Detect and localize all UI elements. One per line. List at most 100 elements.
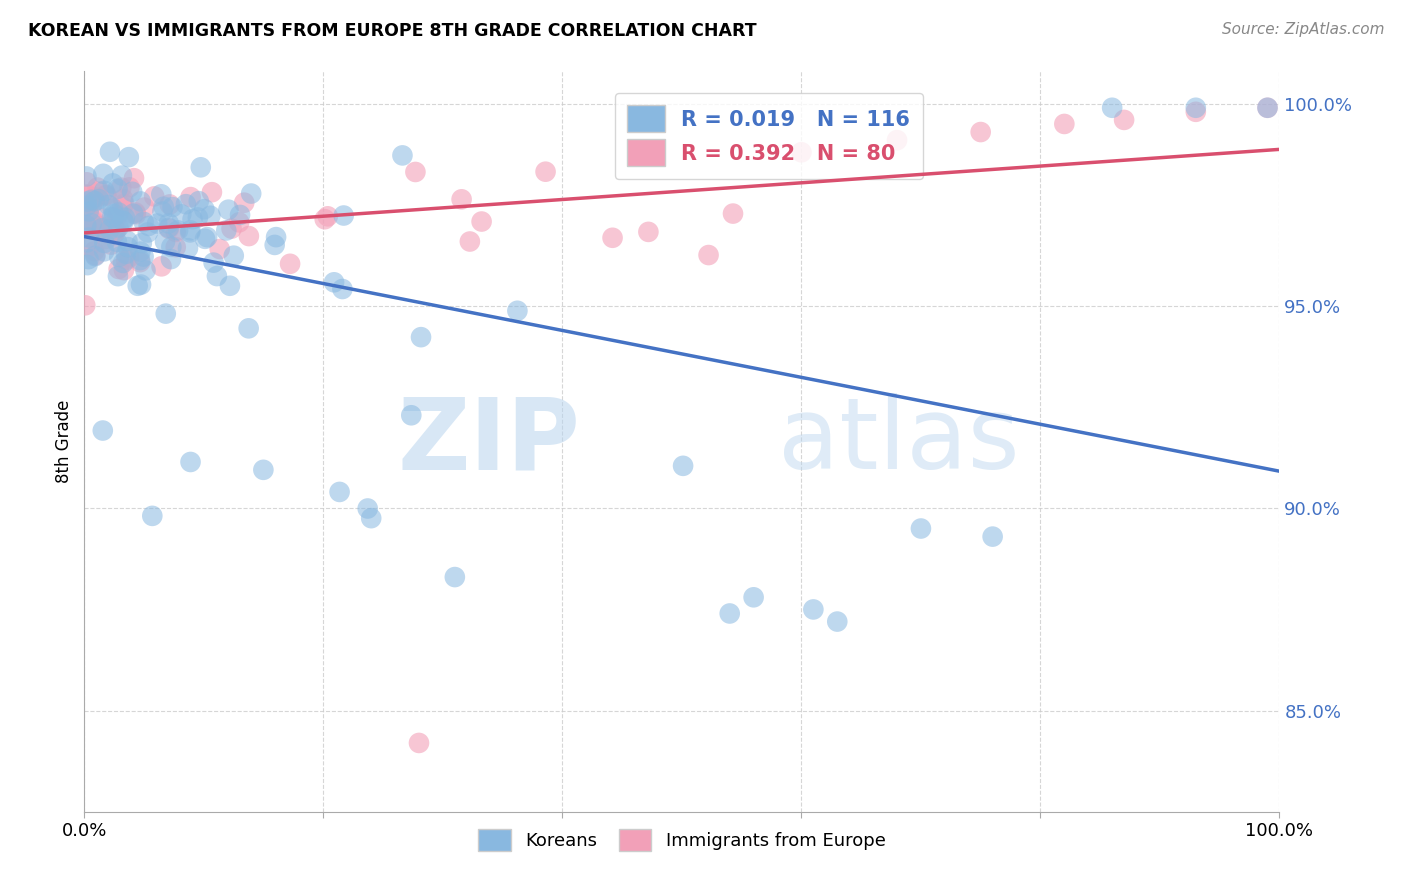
Point [718,607,741,621]
Point [332,282,354,296]
Point [84,248,107,262]
Point [1257,101,1279,115]
Point [136,226,159,240]
Point [202,255,225,269]
Point [1101,101,1123,115]
Point [107,220,129,235]
Point [77,204,100,219]
Point [360,511,382,525]
Point [112,197,135,211]
Point [193,202,215,216]
Point [107,182,129,196]
Point [238,321,260,335]
Point [332,209,354,223]
Point [101,202,124,216]
Point [93,244,115,259]
Point [76,198,98,212]
Point [91,424,114,438]
Point [82,197,104,211]
Point [458,235,481,249]
Point [122,171,145,186]
Point [93,235,115,250]
Point [97,226,120,240]
Point [127,278,149,293]
Point [76,169,98,184]
Point [157,221,180,235]
Point [87,185,110,199]
Point [129,244,152,259]
Point [114,211,136,225]
Point [803,602,825,616]
Point [117,240,139,254]
Point [83,194,105,208]
Point [444,570,467,584]
Point [87,219,110,233]
Point [219,278,242,293]
Legend: Koreans, Immigrants from Europe: Koreans, Immigrants from Europe [471,822,893,858]
Point [76,235,98,250]
Point [111,169,134,183]
Point [264,230,287,244]
Point [160,252,183,266]
Point [215,223,238,237]
Point [93,220,115,235]
Point [240,186,263,201]
Point [134,201,156,215]
Point [160,240,183,254]
Point [742,591,765,605]
Point [117,234,139,248]
Point [87,192,110,206]
Point [143,189,166,203]
Point [252,463,274,477]
Point [222,249,245,263]
Point [77,252,100,267]
Point [152,200,174,214]
Point [177,241,200,255]
Point [129,255,152,269]
Text: ZIP: ZIP [398,393,581,490]
Point [721,206,744,220]
Point [84,190,107,204]
Point [104,223,127,237]
Point [187,194,209,209]
Point [195,230,218,244]
Point [170,207,193,221]
Point [506,303,529,318]
Point [1185,101,1208,115]
Point [150,187,173,202]
Point [132,215,155,229]
Point [80,193,103,207]
Y-axis label: 8th Grade: 8th Grade [55,400,73,483]
Point [110,180,132,194]
Point [179,226,201,240]
Point [75,196,97,211]
Point [96,232,118,246]
Point [91,211,114,226]
Point [83,212,105,227]
Point [153,235,176,249]
Point [167,223,190,237]
Point [129,277,152,292]
Point [404,165,426,179]
Point [263,238,285,252]
Text: Source: ZipAtlas.com: Source: ZipAtlas.com [1222,22,1385,37]
Point [221,221,243,235]
Point [329,484,352,499]
Point [179,223,201,237]
Point [129,194,152,209]
Point [79,196,101,211]
Point [141,508,163,523]
Point [827,615,849,629]
Point [77,206,100,220]
Point [401,409,423,423]
Point [103,211,125,225]
Point [83,244,105,259]
Point [534,164,557,178]
Point [79,239,101,253]
Point [637,225,659,239]
Point [200,209,222,223]
Point [118,180,141,194]
Point [278,257,301,271]
Point [138,219,160,233]
Point [157,217,180,231]
